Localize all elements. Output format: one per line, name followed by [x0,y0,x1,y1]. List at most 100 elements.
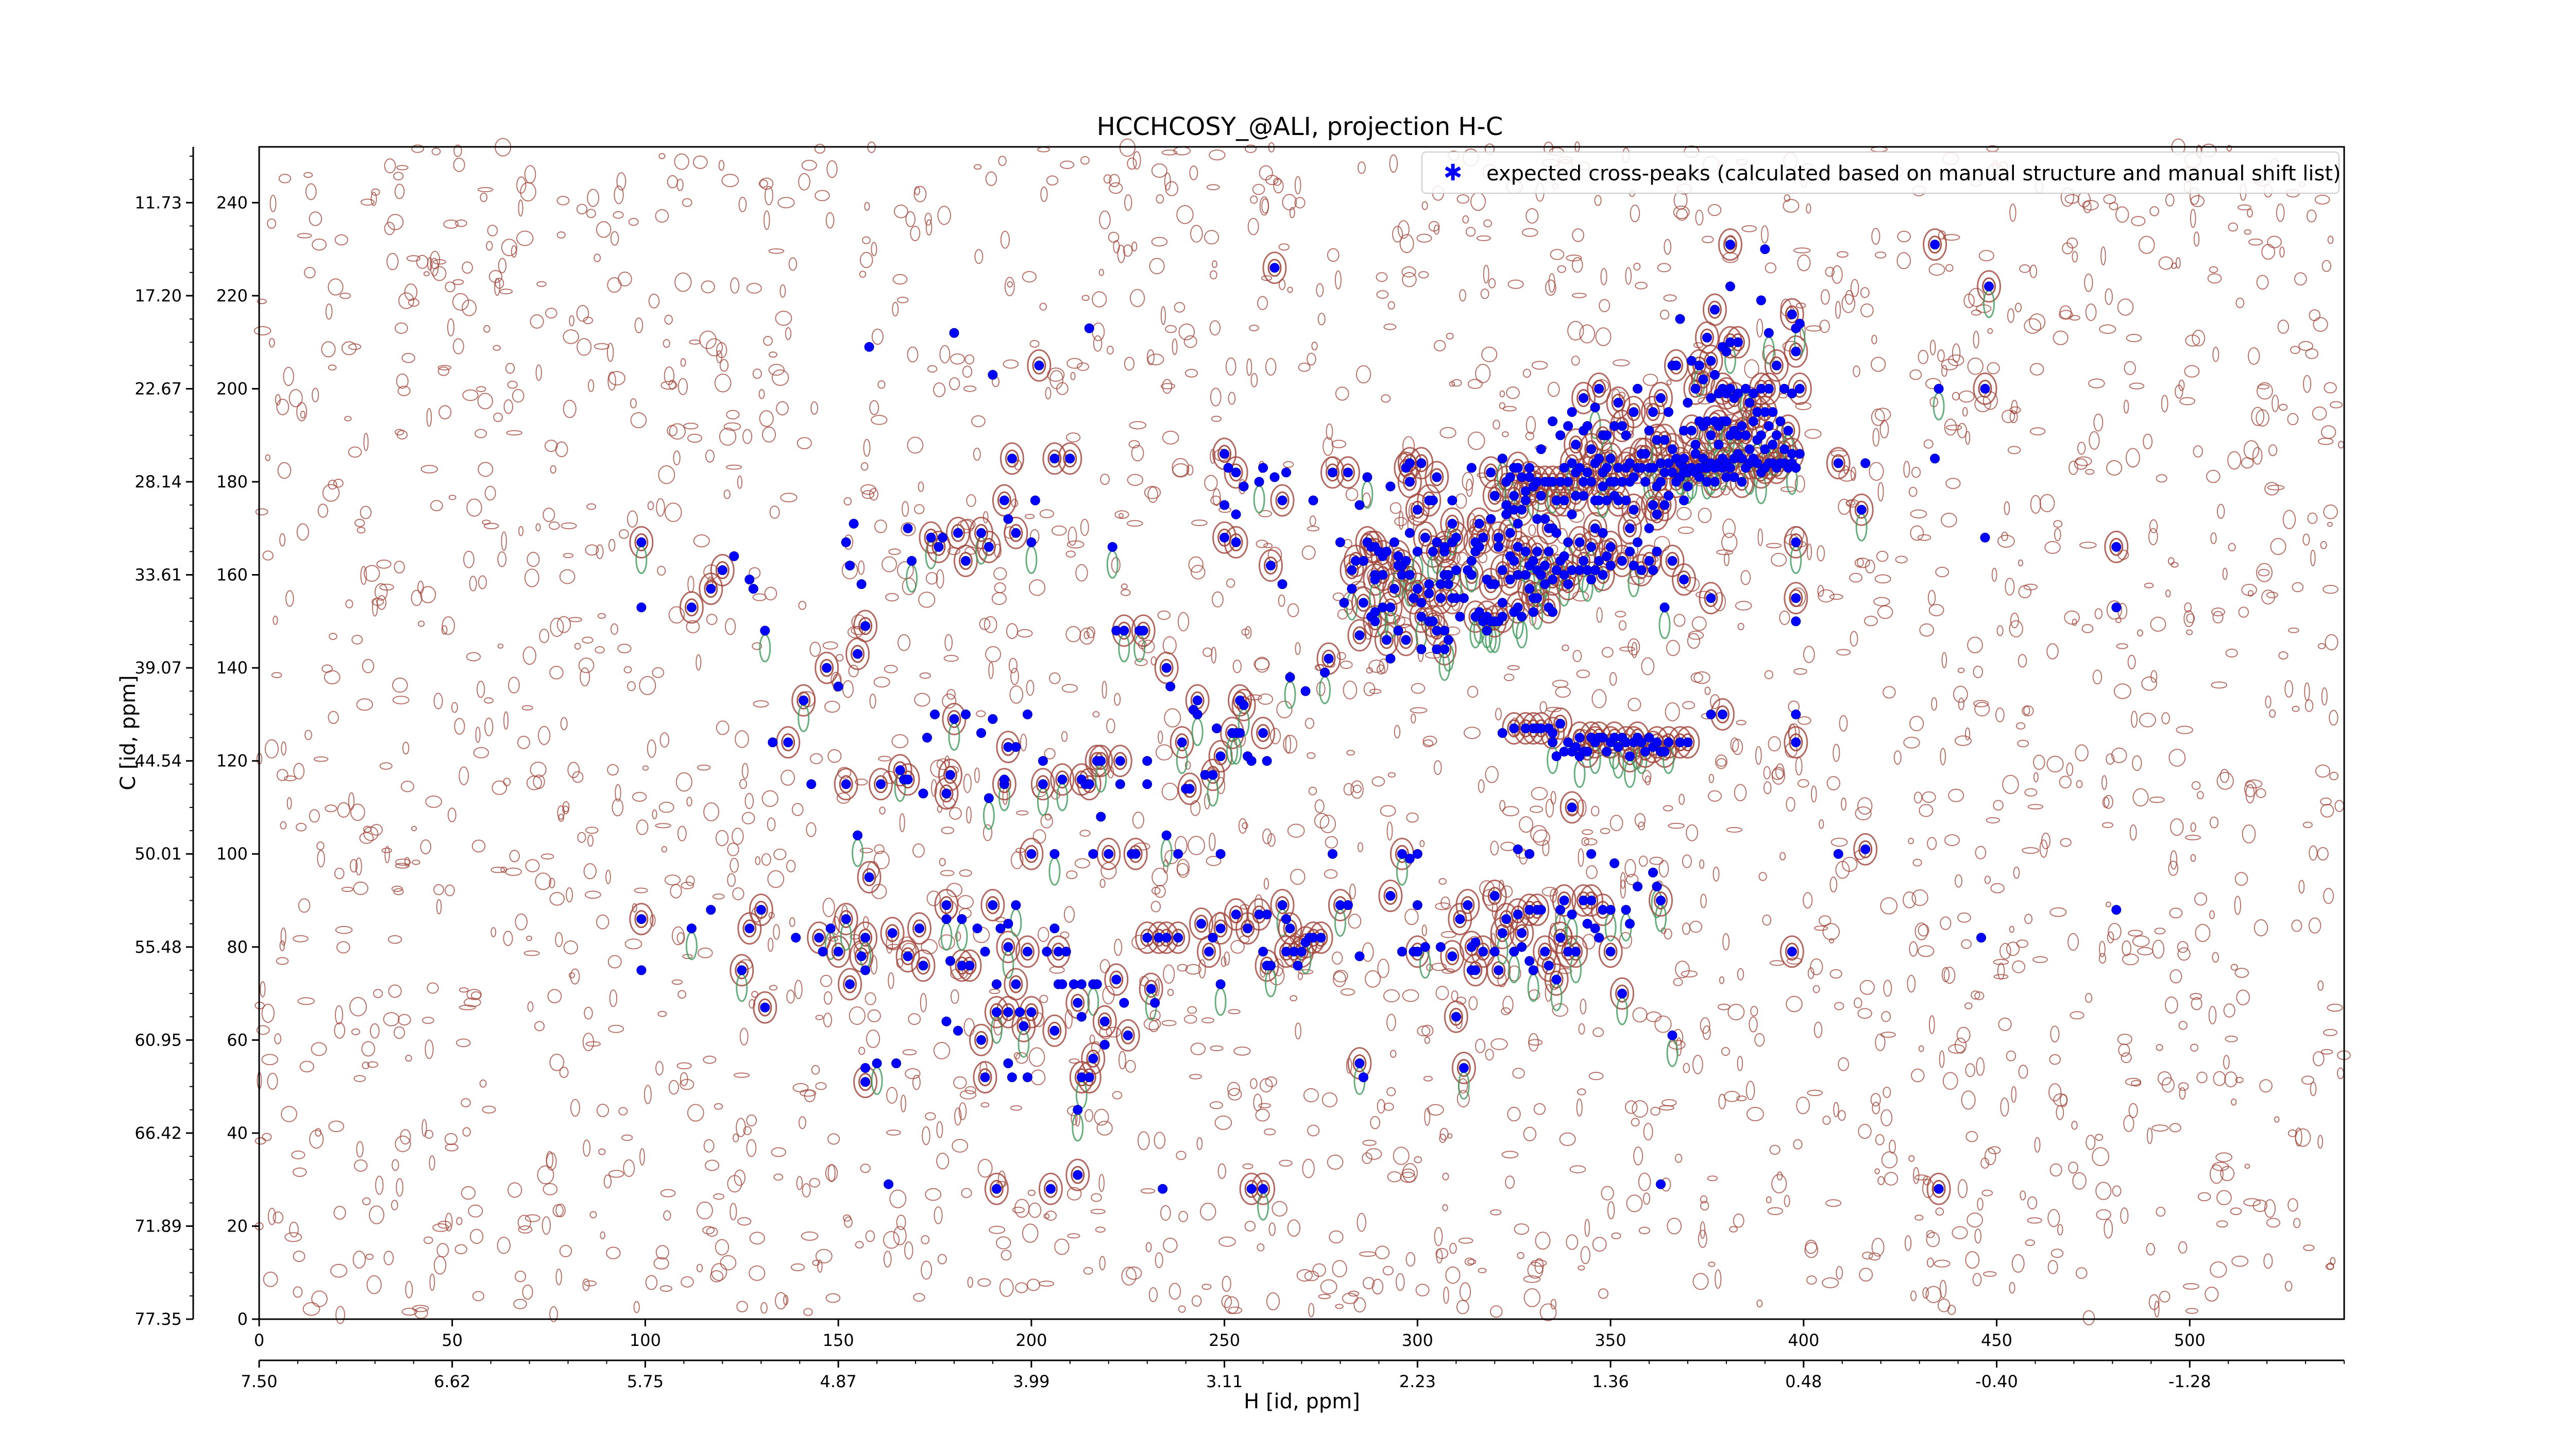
noise-contour [1767,1207,1783,1216]
legend-label: expected cross-peaks (calculated based o… [1486,162,2341,186]
cross-peak-marker [729,551,739,561]
cross-peak-marker [1625,546,1635,557]
noise-contour [2018,654,2027,668]
peak-contour [1259,549,1283,582]
x-tick-label: 250 [1209,1330,1240,1350]
noise-contour [1063,906,1075,923]
noise-contour [2132,755,2142,771]
cross-peak-marker [1509,556,1519,566]
noise-contour [1810,785,1817,803]
noise-contour [1476,235,1492,241]
noise-contour [1124,357,1135,371]
noise-contour [1376,290,1389,299]
noise-contour [1572,228,1585,242]
cross-peak-marker [976,528,986,538]
noise-contour [836,654,844,662]
noise-contour [1635,281,1648,290]
noise-contour [657,566,666,576]
noise-contour [665,502,682,523]
noise-contour [1022,271,1037,283]
cross-peak-marker [1219,532,1230,543]
cross-peak-marker [806,779,817,789]
noise-contour [2186,613,2195,624]
noise-contour [624,938,642,950]
noise-contour [1609,815,1623,831]
cross-peak-marker [1011,742,1021,752]
noise-contour [863,439,871,457]
noise-contour [1263,543,1273,549]
noise-contour [1620,879,1626,899]
peak-contour [984,1172,1009,1205]
noise-contour [891,734,909,749]
noise-contour [823,1013,833,1027]
noise-contour [639,1148,645,1166]
peak-contour [1224,456,1248,489]
noise-contour [261,1054,279,1066]
cross-peak-marker [1725,281,1735,292]
noise-contour [2295,1127,2302,1147]
noise-contour [1065,550,1076,558]
noise-contour [359,832,374,844]
noise-contour [1927,837,1937,850]
noise-contour [2071,1121,2078,1130]
cross-peak-markers [636,240,2122,1194]
noise-contour [1715,754,1727,769]
peak-contour [1389,549,1414,582]
noise-contour [686,620,700,633]
noise-contour [309,1130,324,1149]
peak-contour [1387,580,1401,598]
noise-contour [1026,680,1035,696]
noise-contour [944,634,953,651]
noise-contour [1357,842,1363,852]
noise-contour [1066,358,1083,369]
noise-contour [1934,1259,1951,1268]
noise-contour [1401,1168,1415,1178]
noise-contour [1832,265,1843,284]
peak-contour [1081,1042,1106,1075]
noise-contour [387,935,402,944]
noise-contour [395,1135,411,1152]
cross-peak-marker [1686,356,1697,366]
cross-peak-marker [1563,477,1573,487]
noise-contour [1559,1132,1576,1147]
noise-contour [309,211,323,226]
noise-contour [594,254,601,262]
noise-contour [1188,556,1204,573]
noise-contour [1394,517,1408,527]
noise-contour [1261,275,1273,281]
noise-contour [432,266,447,281]
noise-contour [582,1278,590,1291]
noise-contour [422,1017,434,1024]
noise-contour [1489,1305,1503,1318]
cross-peak-marker [1787,309,1797,319]
cross-peak-marker [1022,709,1032,719]
noise-contour [1727,1004,1745,1021]
noise-contour [1836,1266,1843,1280]
noise-contour [803,1308,813,1316]
cross-peak-marker [1404,458,1415,468]
cross-peak-marker [1621,905,1631,915]
noise-contour [814,144,826,154]
noise-contour [391,885,403,892]
peak-contour [974,1031,988,1049]
noise-contour [386,252,399,271]
noise-contour [420,586,436,603]
noise-contour [1015,1052,1028,1064]
peak-contour [1170,726,1194,759]
cross-peak-marker [1706,430,1716,441]
noise-contour [1309,515,1316,527]
noise-contour [1845,290,1854,305]
cross-peak-marker [1524,463,1535,473]
noise-contour [261,1003,275,1023]
noise-contour [549,1306,558,1322]
noise-contour [1999,942,2011,959]
peak-contour [1931,1180,1946,1198]
noise-contour [1833,1102,1839,1118]
noise-contour [411,589,422,606]
noise-contour [1688,630,1704,640]
noise-contour [1151,163,1167,178]
noise-contour [2241,457,2254,469]
cross-peak-marker [1648,867,1658,878]
noise-contour [1478,779,1485,793]
noise-contour [2027,1217,2042,1224]
